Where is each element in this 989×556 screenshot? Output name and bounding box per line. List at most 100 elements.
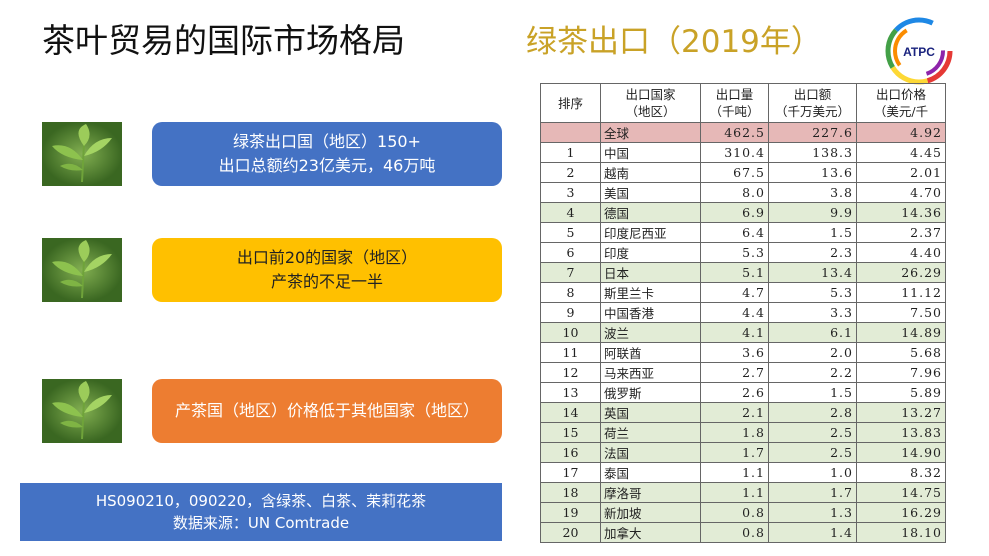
- table-row: 全球 462.5 227.6 4.92: [540, 122, 946, 143]
- header-cell: 出口价格 （美元/千: [856, 83, 946, 123]
- table-cell: 中国香港: [600, 302, 701, 323]
- table-row: 12 马来西亚 2.7 2.2 7.96: [540, 362, 946, 383]
- table-cell: 4.45: [856, 142, 946, 163]
- table-cell: 5.1: [700, 262, 769, 283]
- table-cell: 波兰: [600, 322, 701, 343]
- table-row: 10 波兰 4.1 6.1 14.89: [540, 322, 946, 343]
- table-cell: 7.96: [856, 362, 946, 383]
- slide-subtitle: 绿茶出口（2019年）: [526, 24, 822, 60]
- table-row: 19 新加坡 0.8 1.3 16.29: [540, 502, 946, 523]
- info-box: 绿茶出口国（地区）150+ 出口总额约23亿美元，46万吨: [152, 122, 502, 186]
- table-cell: 12: [540, 362, 601, 383]
- header-row: 排序 出口国家 （地区） 出口量 （千吨） 出口额 （千万美元） 出口价格 （美元/千: [540, 83, 946, 123]
- table-cell: 138.3: [768, 142, 857, 163]
- table-cell: 8: [540, 282, 601, 303]
- table-cell: 17: [540, 462, 601, 483]
- table-cell: 11.12: [856, 282, 946, 303]
- table-row: 16 法国 1.7 2.5 14.90: [540, 442, 946, 463]
- table-cell: 2.0: [768, 342, 857, 363]
- table-cell: 20: [540, 522, 601, 543]
- table-cell: 13.6: [768, 162, 857, 183]
- table-cell: 德国: [600, 202, 701, 223]
- leaf-image: [42, 238, 122, 302]
- table-row: 11 阿联酋 3.6 2.0 5.68: [540, 342, 946, 363]
- table-cell: 1.0: [768, 462, 857, 483]
- table-cell: 18: [540, 482, 601, 503]
- header-cell: 出口量 （千吨）: [700, 83, 769, 123]
- table-cell: 1.5: [768, 222, 857, 243]
- table-cell: 2.01: [856, 162, 946, 183]
- header-cell: 排序: [540, 83, 601, 123]
- table-cell: 6: [540, 242, 601, 263]
- table-cell: 2.1: [700, 402, 769, 423]
- table-cell: 18.10: [856, 522, 946, 543]
- table-cell: 4.7: [700, 282, 769, 303]
- table-cell: 26.29: [856, 262, 946, 283]
- header-text: （美元/千: [873, 104, 929, 119]
- table-cell: 13: [540, 382, 601, 403]
- table-cell: 15: [540, 422, 601, 443]
- table-cell: 2.5: [768, 422, 857, 443]
- table-cell: 1.1: [700, 462, 769, 483]
- table-cell: 9.9: [768, 202, 857, 223]
- table-cell: 0.8: [700, 522, 769, 543]
- table-row: 1 中国 310.4 138.3 4.45: [540, 142, 946, 163]
- table-cell: 11: [540, 342, 601, 363]
- info-text: 出口总额约23亿美元，46万吨: [218, 156, 436, 175]
- table-cell: 荷兰: [600, 422, 701, 443]
- table-cell: 俄罗斯: [600, 382, 701, 403]
- info-text: 产茶国（地区）价格低于其他国家（地区）: [174, 401, 479, 420]
- table-cell: 14.36: [856, 202, 946, 223]
- table-cell: 8.32: [856, 462, 946, 483]
- table-row: 7 日本 5.1 13.4 26.29: [540, 262, 946, 283]
- table-cell: 5.89: [856, 382, 946, 403]
- table-row: 18 摩洛哥 1.1 1.7 14.75: [540, 482, 946, 503]
- table-cell: 16: [540, 442, 601, 463]
- header-cell: 出口额 （千万美元）: [768, 83, 857, 123]
- table-cell: 1.7: [700, 442, 769, 463]
- table-cell: 4.70: [856, 182, 946, 203]
- table-cell: 印度尼西亚: [600, 222, 701, 243]
- table-cell: 6.9: [700, 202, 769, 223]
- info-text: 产茶的不足一半: [270, 272, 383, 291]
- header-text: 出口量: [715, 87, 754, 102]
- table-cell: 加拿大: [600, 522, 701, 543]
- header-text: 出口额: [793, 87, 832, 102]
- table-cell: 4.92: [856, 122, 946, 143]
- table-row: 15 荷兰 1.8 2.5 13.83: [540, 422, 946, 443]
- table-row: 4 德国 6.9 9.9 14.36: [540, 202, 946, 223]
- table-cell: 5: [540, 222, 601, 243]
- table-cell: 5.68: [856, 342, 946, 363]
- table-cell: 10: [540, 322, 601, 343]
- table-cell: 1.5: [768, 382, 857, 403]
- leaf-image: [42, 379, 122, 443]
- table-cell: 19: [540, 502, 601, 523]
- table-cell: 16.29: [856, 502, 946, 523]
- table-cell: 1.1: [700, 482, 769, 503]
- table-cell: 中国: [600, 142, 701, 163]
- table-cell: 0.8: [700, 502, 769, 523]
- table-cell: 8.0: [700, 182, 769, 203]
- logo: ATPC: [885, 17, 953, 85]
- note-box: HS090210，090220，含绿茶、白茶、茉莉花茶 数据来源：UN Comtr…: [20, 483, 502, 541]
- header-cell: 出口国家 （地区）: [600, 83, 701, 123]
- header-text: 排序: [557, 95, 583, 111]
- table-cell: 日本: [600, 262, 701, 283]
- table-cell: 2.2: [768, 362, 857, 383]
- table-row: 6 印度 5.3 2.3 4.40: [540, 242, 946, 263]
- table-cell: 泰国: [600, 462, 701, 483]
- table-cell: 5.3: [700, 242, 769, 263]
- table-cell: 3.3: [768, 302, 857, 323]
- table-row: 8 斯里兰卡 4.7 5.3 11.12: [540, 282, 946, 303]
- table-row: 3 美国 8.0 3.8 4.70: [540, 182, 946, 203]
- table-cell: 310.4: [700, 142, 769, 163]
- table-cell: 新加坡: [600, 502, 701, 523]
- table-row: 9 中国香港 4.4 3.3 7.50: [540, 302, 946, 323]
- table-cell: 2.7: [700, 362, 769, 383]
- table-cell: 4: [540, 202, 601, 223]
- table-cell: 1.8: [700, 422, 769, 443]
- table-cell: 7: [540, 262, 601, 283]
- table-cell: 7.50: [856, 302, 946, 323]
- note-text: HS090210，090220，含绿茶、白茶、茉莉花茶: [95, 492, 427, 510]
